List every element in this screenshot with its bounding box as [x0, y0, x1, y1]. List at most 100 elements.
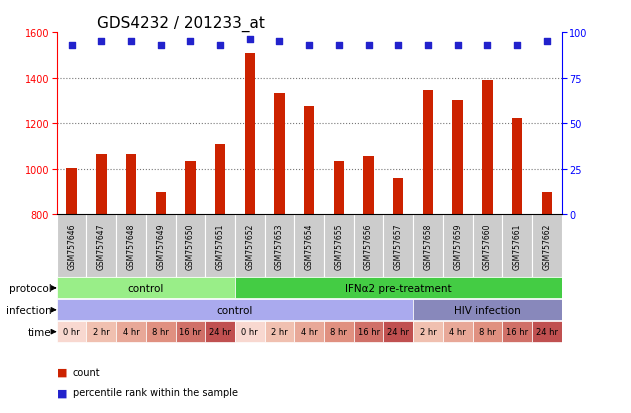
FancyBboxPatch shape [86, 215, 116, 277]
FancyBboxPatch shape [532, 321, 562, 342]
Text: GSM757656: GSM757656 [364, 223, 373, 269]
Text: 24 hr: 24 hr [536, 328, 558, 336]
Bar [186, 161, 196, 215]
Text: ■: ■ [57, 387, 68, 397]
Text: GSM757652: GSM757652 [245, 223, 254, 269]
Text: GSM757654: GSM757654 [305, 223, 314, 269]
FancyBboxPatch shape [57, 278, 235, 299]
Bar [452, 101, 463, 215]
Text: GSM757648: GSM757648 [127, 223, 136, 269]
FancyBboxPatch shape [146, 215, 175, 277]
FancyBboxPatch shape [443, 321, 473, 342]
FancyBboxPatch shape [473, 321, 502, 342]
Point [512, 43, 522, 49]
Bar [215, 145, 225, 215]
FancyBboxPatch shape [384, 215, 413, 277]
Text: 8 hr: 8 hr [331, 328, 347, 336]
Text: GSM757647: GSM757647 [97, 223, 106, 269]
FancyBboxPatch shape [294, 321, 324, 342]
FancyBboxPatch shape [205, 321, 235, 342]
Point [274, 39, 285, 45]
FancyBboxPatch shape [235, 278, 562, 299]
FancyBboxPatch shape [264, 215, 294, 277]
Point [423, 43, 433, 49]
FancyBboxPatch shape [354, 321, 384, 342]
Text: 8 hr: 8 hr [479, 328, 496, 336]
Text: GSM757659: GSM757659 [453, 223, 462, 269]
FancyBboxPatch shape [57, 321, 86, 342]
Bar [393, 178, 403, 215]
Text: 16 hr: 16 hr [506, 328, 528, 336]
FancyBboxPatch shape [146, 321, 175, 342]
Point [334, 43, 344, 49]
Text: percentile rank within the sample: percentile rank within the sample [73, 387, 237, 397]
Text: protocol: protocol [9, 283, 52, 293]
Text: GSM757651: GSM757651 [216, 223, 225, 269]
Text: HIV infection: HIV infection [454, 305, 521, 315]
Text: 24 hr: 24 hr [209, 328, 231, 336]
Bar [482, 81, 493, 215]
Point [156, 43, 166, 49]
FancyBboxPatch shape [443, 215, 473, 277]
Text: 0 hr: 0 hr [63, 328, 80, 336]
Point [67, 43, 77, 49]
Text: IFNα2 pre-treatment: IFNα2 pre-treatment [345, 283, 452, 293]
Bar [334, 161, 344, 215]
Text: count: count [73, 367, 100, 377]
Point [245, 37, 255, 44]
FancyBboxPatch shape [324, 321, 354, 342]
Bar [541, 192, 552, 215]
Bar [512, 118, 522, 215]
FancyBboxPatch shape [116, 321, 146, 342]
Text: 16 hr: 16 hr [179, 328, 201, 336]
FancyBboxPatch shape [324, 215, 354, 277]
FancyBboxPatch shape [116, 215, 146, 277]
Text: GSM757649: GSM757649 [156, 223, 165, 269]
Text: GSM757655: GSM757655 [334, 223, 343, 269]
FancyBboxPatch shape [235, 321, 264, 342]
Text: 16 hr: 16 hr [358, 328, 380, 336]
FancyBboxPatch shape [86, 321, 116, 342]
Text: 2 hr: 2 hr [271, 328, 288, 336]
FancyBboxPatch shape [175, 215, 205, 277]
Point [393, 43, 403, 49]
FancyBboxPatch shape [502, 215, 532, 277]
FancyBboxPatch shape [413, 299, 562, 320]
FancyBboxPatch shape [384, 321, 413, 342]
Text: GSM757660: GSM757660 [483, 223, 492, 269]
Point [97, 39, 107, 45]
FancyBboxPatch shape [264, 321, 294, 342]
Text: 2 hr: 2 hr [420, 328, 437, 336]
Text: 24 hr: 24 hr [387, 328, 410, 336]
Bar [96, 155, 107, 215]
Text: GSM757657: GSM757657 [394, 223, 403, 269]
Point [541, 39, 551, 45]
FancyBboxPatch shape [413, 321, 443, 342]
Text: GSM757646: GSM757646 [67, 223, 76, 269]
Text: 4 hr: 4 hr [301, 328, 317, 336]
Bar [423, 91, 433, 215]
Text: control: control [127, 283, 164, 293]
Text: GDS4232 / 201233_at: GDS4232 / 201233_at [97, 16, 265, 32]
Text: GSM757653: GSM757653 [275, 223, 284, 269]
Text: GSM757662: GSM757662 [542, 223, 551, 269]
FancyBboxPatch shape [502, 321, 532, 342]
Bar [363, 157, 374, 215]
Text: 4 hr: 4 hr [122, 328, 139, 336]
Text: GSM757650: GSM757650 [186, 223, 195, 269]
Point [482, 43, 492, 49]
FancyBboxPatch shape [532, 215, 562, 277]
Bar [245, 54, 255, 215]
Text: control: control [217, 305, 253, 315]
Bar [126, 155, 136, 215]
Point [363, 43, 374, 49]
FancyBboxPatch shape [57, 299, 413, 320]
Text: GSM757661: GSM757661 [512, 223, 522, 269]
Bar [155, 192, 166, 215]
FancyBboxPatch shape [175, 321, 205, 342]
Text: ■: ■ [57, 367, 68, 377]
FancyBboxPatch shape [473, 215, 502, 277]
FancyBboxPatch shape [354, 215, 384, 277]
Text: 0 hr: 0 hr [242, 328, 258, 336]
Bar [274, 93, 285, 215]
